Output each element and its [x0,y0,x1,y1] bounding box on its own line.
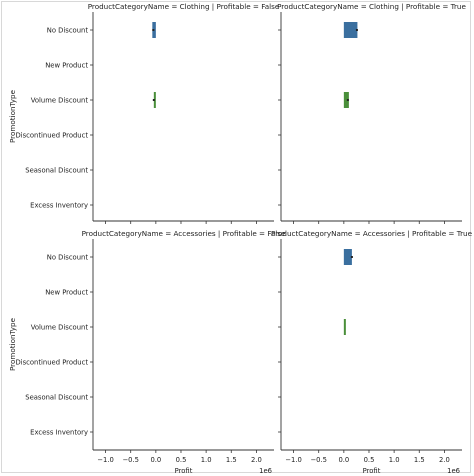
x-axis-multiplier: 1e6 [259,467,272,475]
panel-title: ProductCategoryName = Clothing | Profita… [88,2,280,11]
y-tick-label: Seasonal Discount [25,167,88,175]
x-tick-label: 0.5 [176,456,187,464]
x-tick-label: −1.0 [285,456,302,464]
y-tick-label: Discontinued Product [16,359,89,367]
x-tick-label: 2.0 [439,456,450,464]
x-tick-label: 1.0 [201,456,212,464]
x-tick-label: 0.0 [150,456,161,464]
panel-title: ProductCategoryName = Clothing | Profita… [277,2,466,11]
x-tick-label: 1.5 [414,456,425,464]
y-tick-label: New Product [45,62,88,70]
bar-no-discount [343,22,358,38]
y-axis-label: PromotionType [8,89,17,143]
panel-title: ProductCategoryName = Accessories | Prof… [82,229,286,238]
point-marker [346,99,349,101]
x-tick-label: 0.0 [338,456,349,464]
x-tick-label: −1.0 [97,456,114,464]
x-axis-label: Profit [363,467,381,475]
y-tick-label: Volume Discount [31,324,89,332]
bar-volume-discount [343,319,346,335]
x-axis-label: Profit [175,467,193,475]
point-marker [152,29,155,31]
y-tick-label: Excess Inventory [30,429,88,437]
point-marker [350,256,353,258]
bar-volume-discount [153,92,156,108]
x-tick-label: 0.5 [364,456,375,464]
y-tick-label: Discontinued Product [16,132,89,140]
bar-no-discount [343,249,352,265]
point-marker [152,99,155,101]
y-axis-label: PromotionType [8,317,17,371]
y-tick-label: No Discount [47,27,89,35]
x-tick-label: −0.5 [310,456,327,464]
x-tick-label: 2.0 [251,456,262,464]
y-tick-label: New Product [45,289,88,297]
x-tick-label: 1.5 [226,456,237,464]
bar-volume-discount [343,92,349,108]
y-tick-label: No Discount [47,254,89,262]
y-tick-label: Volume Discount [31,97,89,105]
y-tick-label: Excess Inventory [30,202,88,210]
x-axis-multiplier: 1e6 [447,467,460,475]
x-tick-label: −0.5 [122,456,139,464]
y-tick-label: Seasonal Discount [25,394,88,402]
x-tick-label: 1.0 [389,456,400,464]
point-marker [355,29,358,31]
panel-title: ProductCategoryName = Accessories | Prof… [271,229,473,238]
